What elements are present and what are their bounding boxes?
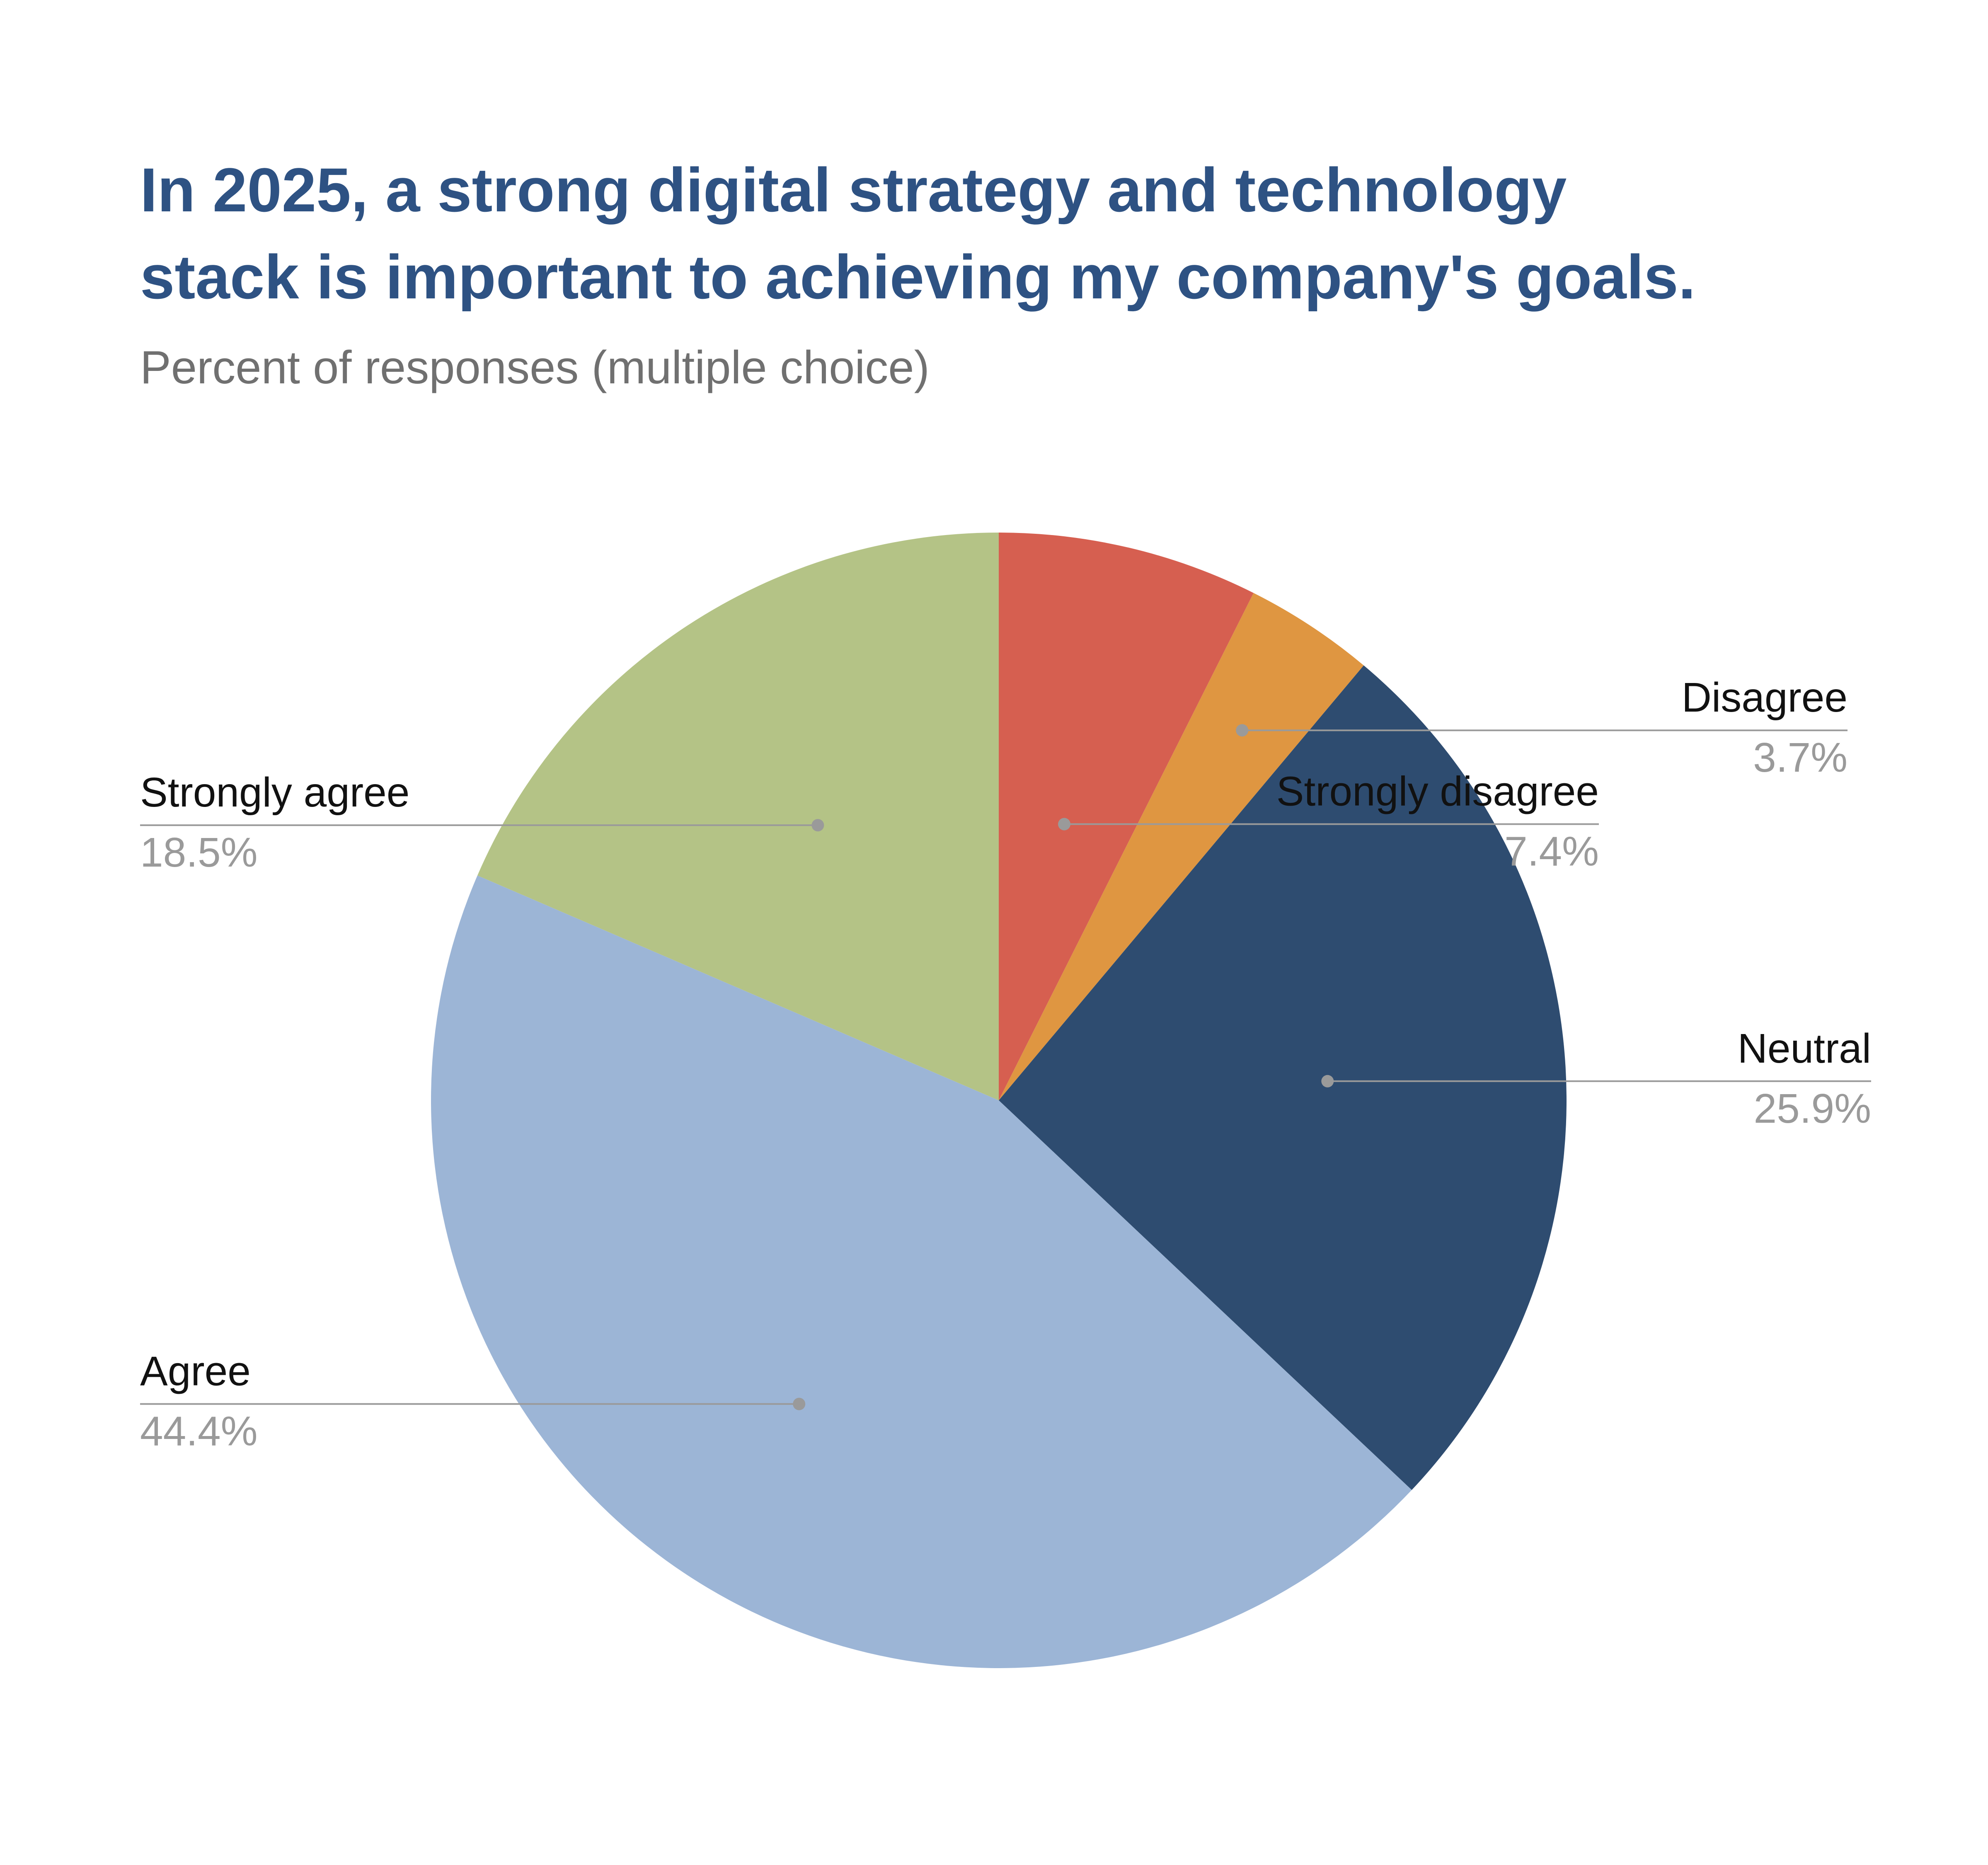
chart-title-line-2: stack is important to achieving my compa… [140, 242, 1695, 312]
leader-dot-agree [793, 1398, 806, 1410]
leader-dot-disagree [1236, 724, 1249, 737]
slice-label-neutral: Neutral [1738, 1025, 1871, 1072]
pie-slice-strongly-agree [477, 533, 999, 1100]
slice-label-agree: Agree [140, 1348, 251, 1395]
slice-value-strongly-disagree: 7.4% [1504, 828, 1599, 875]
slice-label-strongly-agree: Strongly agree [140, 769, 409, 816]
slice-label-disagree: Disagree [1682, 674, 1848, 721]
slice-value-agree: 44.4% [140, 1408, 258, 1455]
leader-dot-strongly-agree [811, 819, 824, 832]
pie-slice-agree [431, 875, 1412, 1669]
chart-title-line-1: In 2025, a strong digital strategy and t… [140, 155, 1567, 225]
slice-value-disagree: 3.7% [1753, 734, 1848, 781]
slice-value-strongly-agree: 18.5% [140, 829, 258, 876]
pie-slices [431, 533, 1567, 1669]
leader-dot-neutral [1321, 1075, 1334, 1088]
slice-labels: Strongly disagree 7.4% Disagree 3.7% Neutral… [140, 674, 1871, 1455]
chart-subtitle: Percent of responses (multiple choice) [140, 342, 930, 393]
pie-slice-strongly-disagree [999, 533, 1254, 1100]
pie-slice-disagree [999, 593, 1364, 1100]
slice-value-neutral: 25.9% [1753, 1085, 1871, 1132]
pie-slice-neutral [999, 665, 1567, 1490]
slice-label-strongly-disagree: Strongly disagree [1276, 768, 1599, 815]
leader-dot-strongly-disagree [1058, 818, 1070, 831]
